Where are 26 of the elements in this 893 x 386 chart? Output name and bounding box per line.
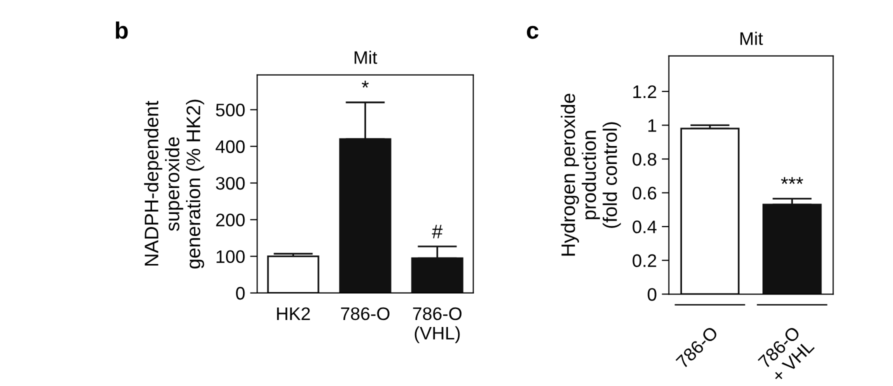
y-tick-label: 0.8 (632, 152, 656, 166)
y-axis-title: Hydrogen peroxide production (fold control) (560, 94, 621, 256)
y-tick-label: 1.2 (633, 85, 656, 98)
y-tick-label: 300 (216, 176, 245, 190)
annotation: *** (781, 177, 804, 184)
y-tick-label: 0.4 (632, 220, 657, 234)
chart-title: Mit (740, 32, 763, 45)
y-tick-label: 0.2 (632, 254, 656, 268)
text: c (526, 26, 538, 39)
annotation: * (362, 80, 369, 88)
y-tick-label: 0.6 (632, 186, 656, 200)
y-tick-label: 100 (216, 250, 245, 264)
y-tick-label: 500 (216, 104, 245, 116)
chart-title: Mit (354, 50, 378, 64)
y-tick-label: 1 (648, 119, 656, 132)
bar (267, 255, 320, 293)
y-tick-label: 0 (236, 286, 245, 300)
annotation: # (432, 224, 443, 238)
x-tick-label: 786-O (341, 307, 390, 320)
y-tick-label: 0 (648, 288, 656, 301)
y-axis-title: NADPH-dependent superoxide generation (% HK2) (144, 100, 204, 268)
y-tick-label: 400 (216, 140, 245, 154)
y-tick-label: 200 (216, 214, 245, 226)
text: b (116, 21, 128, 39)
x-tick-label: HK2 (277, 307, 310, 320)
x-tick-label: 786-O (VHL) (413, 307, 462, 344)
